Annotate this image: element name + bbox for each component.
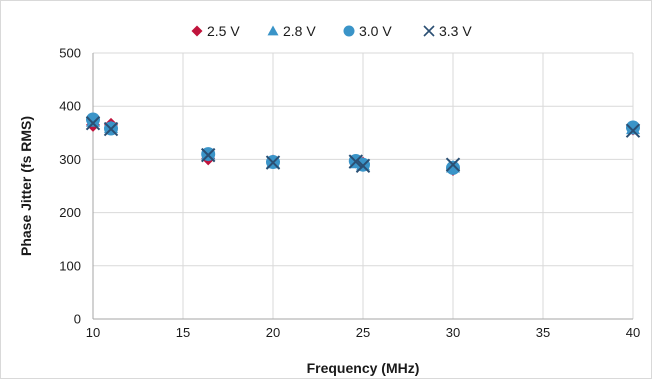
legend-marker xyxy=(191,25,203,37)
y-tick-label: 400 xyxy=(59,99,81,114)
data-point xyxy=(86,112,100,127)
legend-marker xyxy=(267,25,279,36)
data-point xyxy=(625,123,641,138)
x-tick-labels: 10 15 20 25 30 35 40 xyxy=(86,325,640,340)
x-axis-title: Frequency (MHz) xyxy=(307,360,420,376)
grid xyxy=(92,52,634,320)
x-tick-label: 35 xyxy=(536,325,550,340)
legend-item: 2.5 V xyxy=(191,23,240,39)
legend-marker xyxy=(423,25,435,37)
y-tick-label: 0 xyxy=(74,312,81,327)
data-point xyxy=(85,116,101,131)
data-point xyxy=(626,120,640,135)
data-point xyxy=(200,147,216,163)
axes xyxy=(92,53,633,320)
x-tick-label: 30 xyxy=(446,325,460,340)
data-point xyxy=(103,121,119,137)
y-axis-title: Phase Jitter (fs RMS) xyxy=(18,116,34,256)
legend-label: 2.8 V xyxy=(283,23,316,39)
y-tick-labels: 0 100 200 300 400 500 xyxy=(59,46,81,327)
x-tick-label: 40 xyxy=(626,325,640,340)
legend-item: 2.8 V xyxy=(267,23,316,39)
legend-marker xyxy=(343,25,355,37)
y-tick-label: 500 xyxy=(59,46,81,61)
legend-label: 3.0 V xyxy=(359,23,392,39)
legend-item: 3.0 V xyxy=(343,23,392,39)
data-points xyxy=(85,112,641,176)
y-tick-label: 100 xyxy=(59,258,81,273)
legend-label: 3.3 V xyxy=(439,23,472,39)
legend-item: 3.3 V xyxy=(423,23,472,39)
data-point xyxy=(445,157,461,172)
data-point xyxy=(348,154,364,169)
data-point xyxy=(265,155,281,170)
x-tick-label: 20 xyxy=(266,325,280,340)
legend: 2.5 V 2.8 V 3.0 V 3.3 V xyxy=(191,23,472,39)
legend-label: 2.5 V xyxy=(207,23,240,39)
x-tick-label: 25 xyxy=(356,325,370,340)
y-tick-label: 300 xyxy=(59,152,81,167)
series-3-3-v xyxy=(85,116,641,173)
x-tick-label: 10 xyxy=(86,325,100,340)
data-point xyxy=(355,158,371,173)
data-point xyxy=(446,160,460,175)
y-tick-label: 200 xyxy=(59,205,81,220)
x-tick-label: 15 xyxy=(176,325,190,340)
